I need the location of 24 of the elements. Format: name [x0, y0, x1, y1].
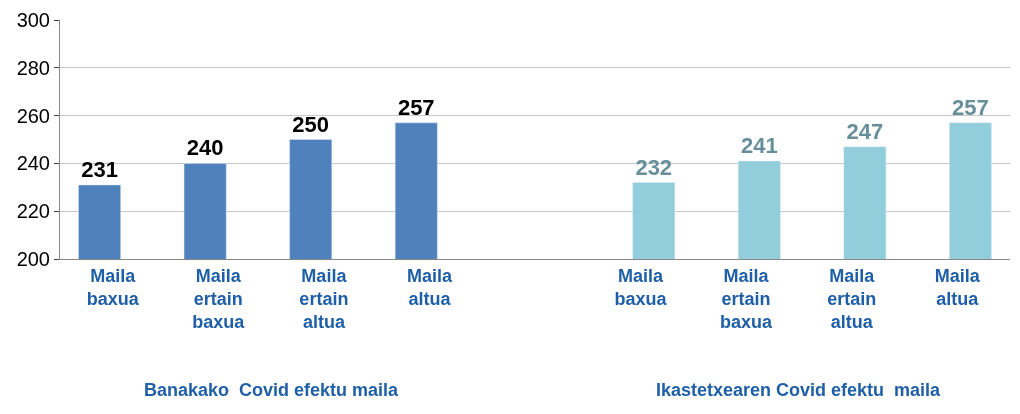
x-tick-label: Maila ertain altua — [827, 265, 877, 333]
data-label: 257 — [952, 94, 989, 120]
data-label: 240 — [186, 135, 224, 161]
data-label: 231 — [81, 156, 118, 182]
y-tick-label: 300 — [16, 9, 50, 31]
data-label: 250 — [292, 111, 330, 137]
data-label: 257 — [397, 94, 435, 120]
y-tick-label: 260 — [16, 104, 50, 127]
x-tick-label: Maila baxua — [86, 265, 140, 309]
text: Banakako Covid efektu maila — [144, 380, 400, 400]
data-label: 247 — [846, 118, 884, 144]
y-tick-label: 220 — [16, 200, 50, 223]
y-tick-label: 280 — [16, 56, 50, 79]
y-tick-label: 200 — [16, 248, 50, 270]
x-tick-label: Maila altua — [406, 265, 453, 309]
data-label: 241 — [740, 133, 778, 159]
x-tick-label: Maila ertain altua — [299, 265, 349, 333]
x-tick-label: Maila baxua — [614, 265, 668, 309]
x-tick-label: Maila altua — [934, 265, 981, 309]
x-tick-label: Maila ertain baxua — [720, 265, 774, 333]
y-tick-label: 240 — [16, 152, 50, 175]
data-label: 232 — [635, 154, 673, 180]
text: Ikastetxearen Covid efektu maila — [656, 380, 942, 400]
x-tick-label: Maila ertain baxua — [192, 265, 246, 333]
